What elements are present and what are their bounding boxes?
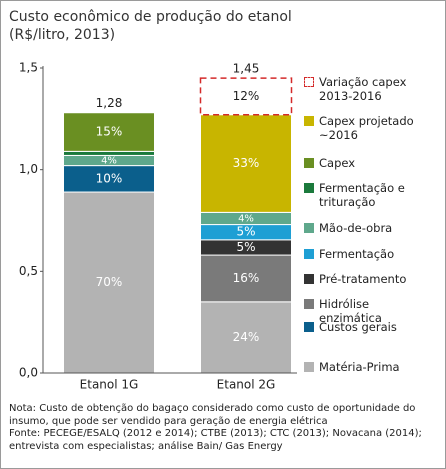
plot: 0,0 0,5 1,0 1,5 70% 10% 4% 15% 1,28 Etanol 1G 24% 1…	[19, 61, 297, 392]
legend-swatch	[304, 274, 314, 284]
bar-segment	[199, 77, 293, 116]
legend-swatch	[304, 362, 314, 372]
legend-item: Capex	[304, 156, 355, 170]
legend-item: Matéria-Prima	[304, 360, 400, 374]
segment-label: 5%	[236, 225, 255, 239]
legend-item: Pré-tratamento	[304, 272, 406, 286]
legend-swatch	[304, 299, 314, 309]
legend-label: Hidrólise enzimática	[319, 297, 382, 325]
legend-swatch	[304, 158, 314, 168]
bar-segment	[200, 254, 292, 303]
legend-label: Capex	[319, 156, 356, 170]
legend-swatch	[304, 322, 314, 332]
bar-segment	[200, 114, 292, 213]
y-tick-label: 1,0	[19, 162, 38, 176]
segment-label: 12%	[233, 89, 260, 103]
legend-swatch	[304, 183, 314, 193]
legend-swatch	[304, 223, 314, 233]
legend-item: Fermentação e trituração	[304, 181, 405, 209]
source: Fonte: PECEGE/ESALQ (2012 e 2014); CTBE …	[9, 428, 422, 452]
total-label: 1,45	[233, 62, 260, 76]
legend-swatch	[304, 77, 314, 87]
bar-segment	[63, 112, 155, 152]
legend-swatch	[304, 116, 314, 126]
footer: Nota: Custo de obtenção do bagaço consid…	[9, 403, 439, 453]
y-tick-label: 0,5	[19, 264, 38, 278]
legend-item: Variação capex 2013-2016	[304, 75, 406, 103]
segment-label: 16%	[233, 271, 260, 285]
chart-subtitle: (R$/litro, 2013)	[9, 27, 116, 43]
segment-label: 4%	[238, 213, 254, 224]
legend-label: Matéria-Prima	[319, 360, 400, 374]
legend-label: Variação capex 2013-2016	[319, 75, 407, 103]
bar-segment	[200, 301, 292, 374]
legend-label: Pré-tratamento	[319, 272, 407, 286]
legend-label: Custos gerais	[319, 320, 397, 334]
chart-title: Custo econômico de produção do etanol	[9, 9, 292, 25]
legend-label: Fermentação	[319, 247, 395, 261]
legend-item: Fermentação	[304, 247, 394, 261]
legend-item: Custos gerais	[304, 320, 397, 334]
segment-label: 4%	[101, 156, 117, 167]
bar-segment	[63, 191, 155, 374]
legend-label: Capex projetado ~2016	[319, 114, 414, 142]
x-tick-label: Etanol 1G	[80, 378, 139, 392]
legend-item: Capex projetado ~2016	[304, 114, 414, 142]
bar-segment	[63, 150, 155, 156]
segment-label: 33%	[233, 156, 260, 170]
y-tick-label: 0,0	[19, 366, 38, 380]
x-tick-label: Etanol 2G	[217, 378, 276, 392]
segment-label: 5%	[236, 240, 255, 254]
legend-label: Fermentação e trituração	[319, 181, 405, 209]
total-label: 1,28	[96, 96, 123, 110]
segment-label: 15%	[96, 125, 123, 139]
y-tick-label: 1,5	[19, 61, 38, 75]
segment-label: 10%	[96, 171, 123, 185]
legend-item: Hidrólise enzimática	[304, 297, 382, 325]
note: Nota: Custo de obtenção do bagaço consid…	[9, 403, 416, 427]
legend-label: Mão-de-obra	[319, 221, 393, 235]
segment-label: 70%	[96, 275, 123, 289]
segment-label: 24%	[233, 330, 260, 344]
legend-item: Mão-de-obra	[304, 221, 392, 235]
legend-swatch	[304, 249, 314, 259]
